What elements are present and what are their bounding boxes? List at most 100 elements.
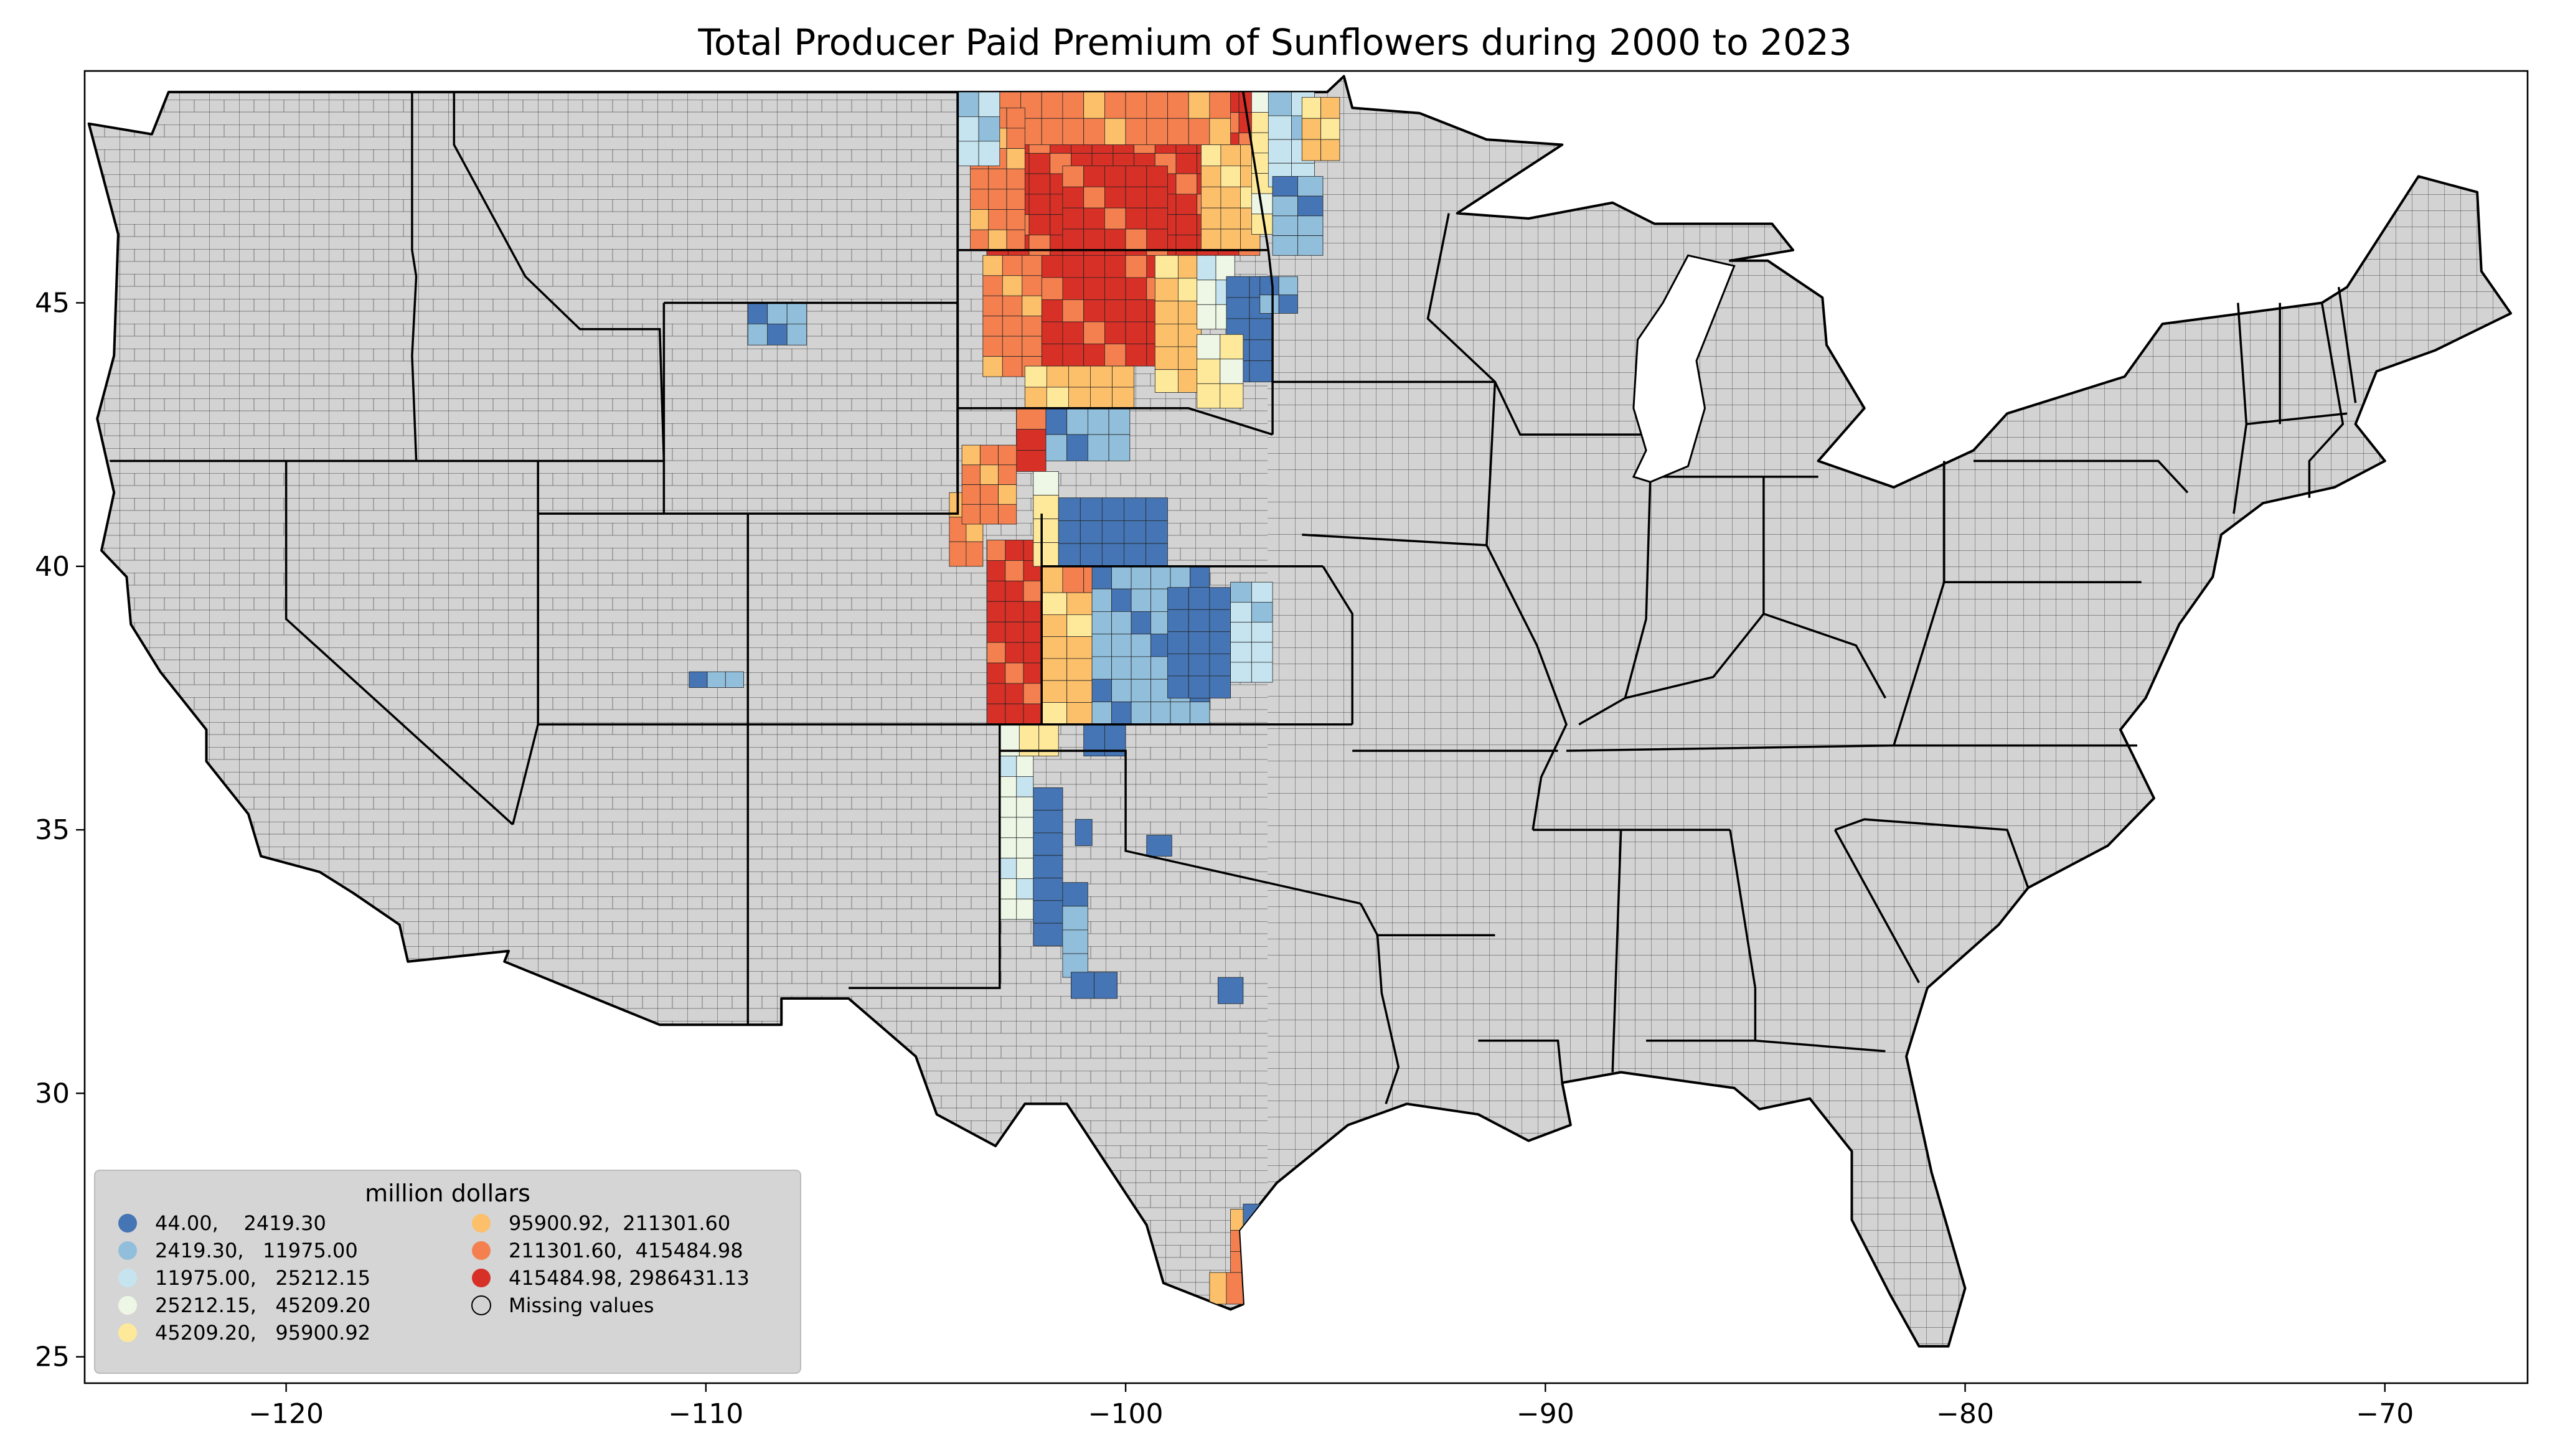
county-cell xyxy=(1066,636,1093,659)
county-cell xyxy=(1022,316,1042,337)
county-cell xyxy=(1041,344,1063,367)
county-cell xyxy=(1062,321,1084,344)
county-cell xyxy=(1125,118,1147,145)
county-cell xyxy=(1201,228,1221,251)
county-cell xyxy=(1022,336,1042,357)
county-cell xyxy=(1150,634,1171,657)
x-tick-label: −120 xyxy=(248,1398,324,1430)
county-cell xyxy=(1154,369,1179,393)
county-cell xyxy=(1230,622,1252,643)
county-cell xyxy=(1041,592,1068,615)
y-axis: 25 30 35 40 45 xyxy=(35,287,85,1373)
county-cell xyxy=(982,336,1003,357)
county-cell xyxy=(957,92,979,117)
legend-title: million dollars xyxy=(365,1180,530,1207)
state-boundary-line xyxy=(2246,412,2348,425)
county-cell xyxy=(1297,215,1324,236)
county-cell xyxy=(1083,344,1105,367)
county-cell xyxy=(987,683,1006,705)
county-cell xyxy=(980,444,999,466)
county-cell xyxy=(1062,299,1084,322)
county-cell xyxy=(1272,195,1298,217)
county-cell xyxy=(1002,275,1023,296)
county-cell xyxy=(1006,229,1025,251)
county-cell xyxy=(1101,543,1124,567)
county-cell xyxy=(1016,756,1034,777)
county-cell xyxy=(1146,207,1168,230)
county-cell xyxy=(1066,592,1093,615)
county-cell xyxy=(1016,429,1047,451)
county-cell xyxy=(747,303,768,324)
county-cell xyxy=(1002,295,1023,317)
county-cell xyxy=(999,837,1017,859)
county-cell xyxy=(987,601,1006,622)
county-cell xyxy=(1154,346,1179,370)
state-boundary-line xyxy=(1302,533,1487,547)
region-cluster xyxy=(957,92,1000,166)
county-cell xyxy=(1125,165,1147,187)
y-tick-label: 45 xyxy=(35,287,70,319)
county-cell xyxy=(1131,588,1151,612)
county-cell xyxy=(1062,207,1084,230)
county-cell xyxy=(1033,787,1063,811)
county-cell xyxy=(1016,898,1034,920)
region-cluster xyxy=(1033,787,1063,946)
county-cell xyxy=(1170,702,1190,725)
county-cell xyxy=(1023,642,1042,664)
county-cell xyxy=(1131,679,1151,702)
county-cell xyxy=(1201,165,1221,187)
county-cell xyxy=(999,796,1017,818)
county-cell xyxy=(786,324,807,345)
county-cell xyxy=(1016,776,1034,797)
county-cell xyxy=(1005,540,1024,561)
state-boundary-line xyxy=(2308,303,2345,498)
county-cell xyxy=(998,504,1017,525)
county-cell xyxy=(987,560,1006,581)
county-cell xyxy=(1033,900,1063,924)
state-boundary-line xyxy=(1611,830,1622,1073)
county-cell xyxy=(1226,297,1250,319)
county-cell xyxy=(1167,653,1189,677)
county-cell xyxy=(1146,186,1168,209)
county-cell xyxy=(1197,279,1216,305)
county-cell xyxy=(1033,832,1063,856)
county-cell xyxy=(1104,228,1126,251)
county-cell xyxy=(1104,118,1126,145)
x-tick-label: −100 xyxy=(1088,1398,1164,1430)
county-cell xyxy=(1190,702,1210,725)
county-cell xyxy=(1016,817,1034,838)
county-cell xyxy=(1041,321,1063,344)
county-cell xyxy=(1249,318,1273,341)
county-cell xyxy=(1175,214,1198,235)
county-cell xyxy=(1016,878,1034,899)
county-cell xyxy=(1041,277,1063,300)
county-cell xyxy=(1209,1272,1227,1305)
county-cell xyxy=(1091,566,1112,589)
county-cell xyxy=(1104,165,1126,187)
county-cell xyxy=(1278,276,1298,296)
county-cell xyxy=(1091,702,1112,725)
county-cell xyxy=(1220,359,1244,384)
county-cell xyxy=(1080,543,1103,567)
county-cell xyxy=(1058,543,1081,567)
county-cell xyxy=(1005,683,1024,705)
county-cell xyxy=(1091,611,1112,635)
county-cell xyxy=(978,141,1000,166)
county-cell xyxy=(1111,588,1132,612)
county-cell xyxy=(1091,656,1112,680)
county-cell xyxy=(1154,255,1179,279)
county-cell xyxy=(1278,294,1298,314)
county-cell xyxy=(1006,148,1025,169)
county-cell xyxy=(1091,679,1112,702)
county-cell xyxy=(1104,255,1126,278)
county-cell xyxy=(1033,519,1059,543)
state-boundary-line xyxy=(1322,565,1353,725)
legend-swatch xyxy=(472,1269,491,1287)
county-cell xyxy=(1146,118,1168,145)
legend-label: 45209.20, 95900.92 xyxy=(155,1321,370,1345)
county-cell xyxy=(1005,703,1024,725)
county-cell xyxy=(1188,609,1210,632)
county-cell xyxy=(1062,906,1088,931)
state-boundary-line xyxy=(1494,381,1672,436)
